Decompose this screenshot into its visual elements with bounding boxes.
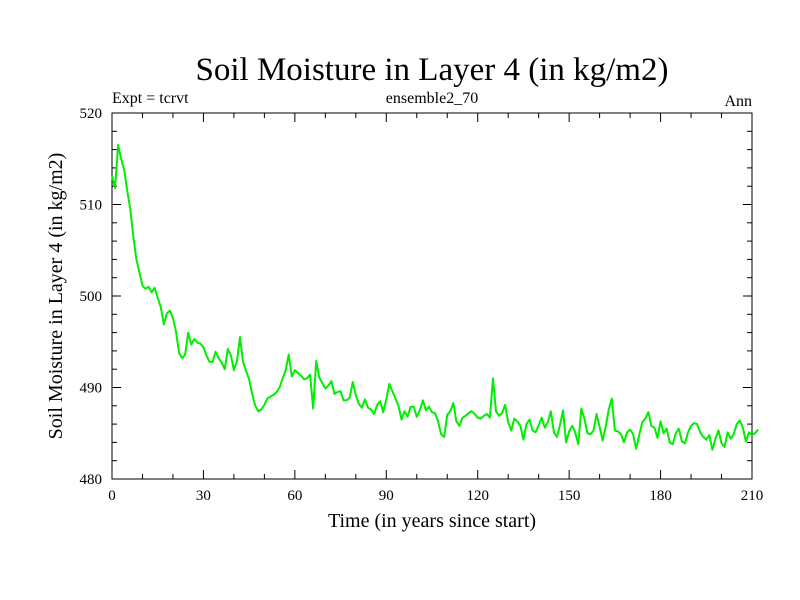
- x-axis: 0 30 60 90 120 150 180 210: [108, 113, 763, 504]
- x-tick-label: 150: [558, 488, 581, 504]
- plot-frame: [111, 112, 753, 480]
- x-tick-label: 0: [108, 488, 116, 504]
- x-tick-label: 120: [466, 488, 489, 504]
- y-tick-label: 490: [80, 381, 103, 397]
- x-axis-label: Time (in years since start): [328, 510, 536, 532]
- x-tick-label: 180: [649, 488, 672, 504]
- y-tick-label: 520: [80, 106, 103, 122]
- y-axis: 480 490 500 510 520: [80, 106, 752, 488]
- x-tick-label: 60: [287, 488, 302, 504]
- y-tick-label: 480: [80, 472, 103, 488]
- y-tick-label: 510: [80, 198, 103, 214]
- period-label: Ann: [724, 93, 752, 110]
- experiment-label: Expt = tcrvt: [112, 90, 189, 107]
- series-line-ensemble2-70: [111, 144, 759, 451]
- y-tick-label: 500: [80, 289, 103, 305]
- chart-title: Soil Moisture in Layer 4 (in kg/m2): [196, 52, 669, 88]
- x-tick-label: 30: [196, 488, 211, 504]
- ensemble-label: ensemble2_70: [386, 90, 478, 107]
- y-axis-label: Soil Moisture in Layer 4 (in kg/m2): [45, 153, 67, 440]
- x-tick-label: 90: [379, 488, 394, 504]
- x-tick-label: 210: [741, 488, 764, 504]
